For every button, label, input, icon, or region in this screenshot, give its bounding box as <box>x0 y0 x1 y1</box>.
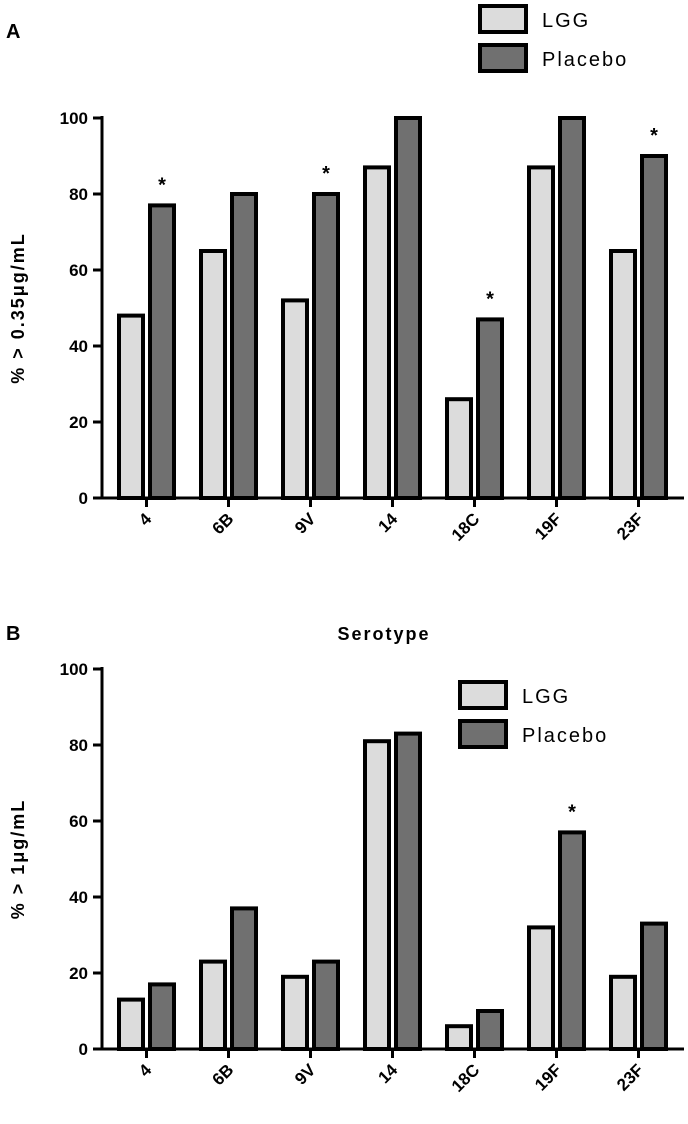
panel-a-y-tick-label: 80 <box>69 185 88 204</box>
panel-a-significance-star: * <box>486 288 494 310</box>
panel-b-bar-lgg-4 <box>117 997 145 1051</box>
panel-b-category-label: 9V <box>291 1060 320 1089</box>
panel-a-category-label: 6B <box>209 509 238 538</box>
panel-a-bar-placebo-19f <box>558 116 586 500</box>
panel-a-significance-star: * <box>650 125 658 147</box>
panel-letter-b: B <box>6 623 20 645</box>
panel-b-significance-star: * <box>568 801 576 823</box>
panel-a-category-label: 9V <box>291 509 320 538</box>
panel-b-category-label: 14 <box>375 1060 402 1087</box>
panel-b-bar-placebo-14 <box>394 731 422 1051</box>
panel-a-bar-lgg-14 <box>363 165 391 500</box>
panel-a-y-tick-label: 40 <box>69 337 88 356</box>
panel-b-legend-label-placebo: Placebo <box>522 725 608 747</box>
panel-b-y-axis-label: % > 1μg/mL <box>8 799 28 920</box>
panel-b-y-tick-label: 40 <box>69 888 88 907</box>
panel-a-y-tick-label: 0 <box>79 489 88 508</box>
panel-b-category-label: 19F <box>531 1060 565 1094</box>
panel-b-category-label: 6B <box>209 1060 238 1089</box>
panel-a-bar-placebo-6b <box>230 192 258 500</box>
panel-a-category-label: 4 <box>135 509 156 530</box>
panel-b-bar-lgg-18c <box>445 1024 473 1051</box>
panel-b-bar-placebo-6b <box>230 906 258 1052</box>
panel-a-bar-lgg-6b <box>199 249 227 500</box>
panel-a-bar-lgg-23f <box>609 249 637 500</box>
panel-b-category-label: 23F <box>613 1060 647 1094</box>
panel-a: A % > 0.35μg/mL 0 20 40 60 80 100 4 * 6B 9V * 14 18C… <box>6 4 684 545</box>
panel-b-bar-lgg-19f <box>527 925 555 1052</box>
panel-a-bar-placebo-18c <box>476 317 504 500</box>
panel-a-category-label: 14 <box>375 509 402 536</box>
panel-b-y-tick-label: 80 <box>69 736 88 755</box>
panel-b-bar-lgg-14 <box>363 739 391 1051</box>
panel-a-y-tick-label: 100 <box>60 109 88 128</box>
panel-a-bar-placebo-23f <box>640 154 668 500</box>
panel-a-legend-label-lgg: LGG <box>542 10 590 32</box>
panel-b-legend-swatch-lgg <box>458 680 508 710</box>
panel-a-y-axis-label: % > 0.35μg/mL <box>8 232 28 384</box>
panel-a-legend-swatch-placebo <box>478 43 528 73</box>
panel-b-y-tick-label: 100 <box>60 660 88 679</box>
panel-b: B Serotype % > 1μg/mL 0 20 40 60 80 100 4 6B 9V 1… <box>6 623 684 1096</box>
panel-b-bar-placebo-19f <box>558 830 586 1052</box>
panel-a-bar-placebo-9v <box>312 192 340 500</box>
panel-b-bar-placebo-4 <box>148 982 176 1052</box>
panel-b-bar-placebo-18c <box>476 1009 504 1051</box>
panel-b-bar-placebo-9v <box>312 959 340 1051</box>
panel-a-bar-placebo-4 <box>148 203 176 500</box>
panel-b-y-tick-label: 0 <box>79 1040 88 1059</box>
panel-b-legend-label-lgg: LGG <box>522 686 570 708</box>
panel-letter-a: A <box>6 21 20 43</box>
panel-a-bar-lgg-19f <box>527 165 555 500</box>
panel-a-y-tick-label: 60 <box>69 261 88 280</box>
panel-a-y-tick-label: 20 <box>69 413 88 432</box>
panel-a-bar-placebo-14 <box>394 116 422 500</box>
panel-a-legend-label-placebo: Placebo <box>542 49 628 71</box>
panel-a-legend-swatch-lgg <box>478 4 528 34</box>
panel-b-y-tick-label: 60 <box>69 812 88 831</box>
panel-b-y-tick-label: 20 <box>69 964 88 983</box>
panel-b-category-label: 4 <box>135 1060 156 1081</box>
panel-a-category-label: 19F <box>531 509 565 543</box>
panel-a-significance-star: * <box>158 174 166 196</box>
panel-b-bar-placebo-23f <box>640 921 668 1051</box>
panel-b-bar-lgg-6b <box>199 959 227 1051</box>
panel-b-bar-lgg-9v <box>281 974 309 1051</box>
panel-a-category-label: 23F <box>613 509 647 543</box>
panel-b-bar-lgg-23f <box>609 974 637 1051</box>
panel-a-bar-lgg-9v <box>281 298 309 500</box>
panel-a-bar-lgg-4 <box>117 313 145 500</box>
panel-a-bar-lgg-18c <box>445 397 473 501</box>
panel-a-significance-star: * <box>322 163 330 185</box>
panel-a-category-label: 18C <box>448 509 483 544</box>
panel-b-legend-swatch-placebo <box>458 719 508 749</box>
panel-b-category-label: 18C <box>448 1060 483 1095</box>
panel-b-title: Serotype <box>337 624 430 644</box>
